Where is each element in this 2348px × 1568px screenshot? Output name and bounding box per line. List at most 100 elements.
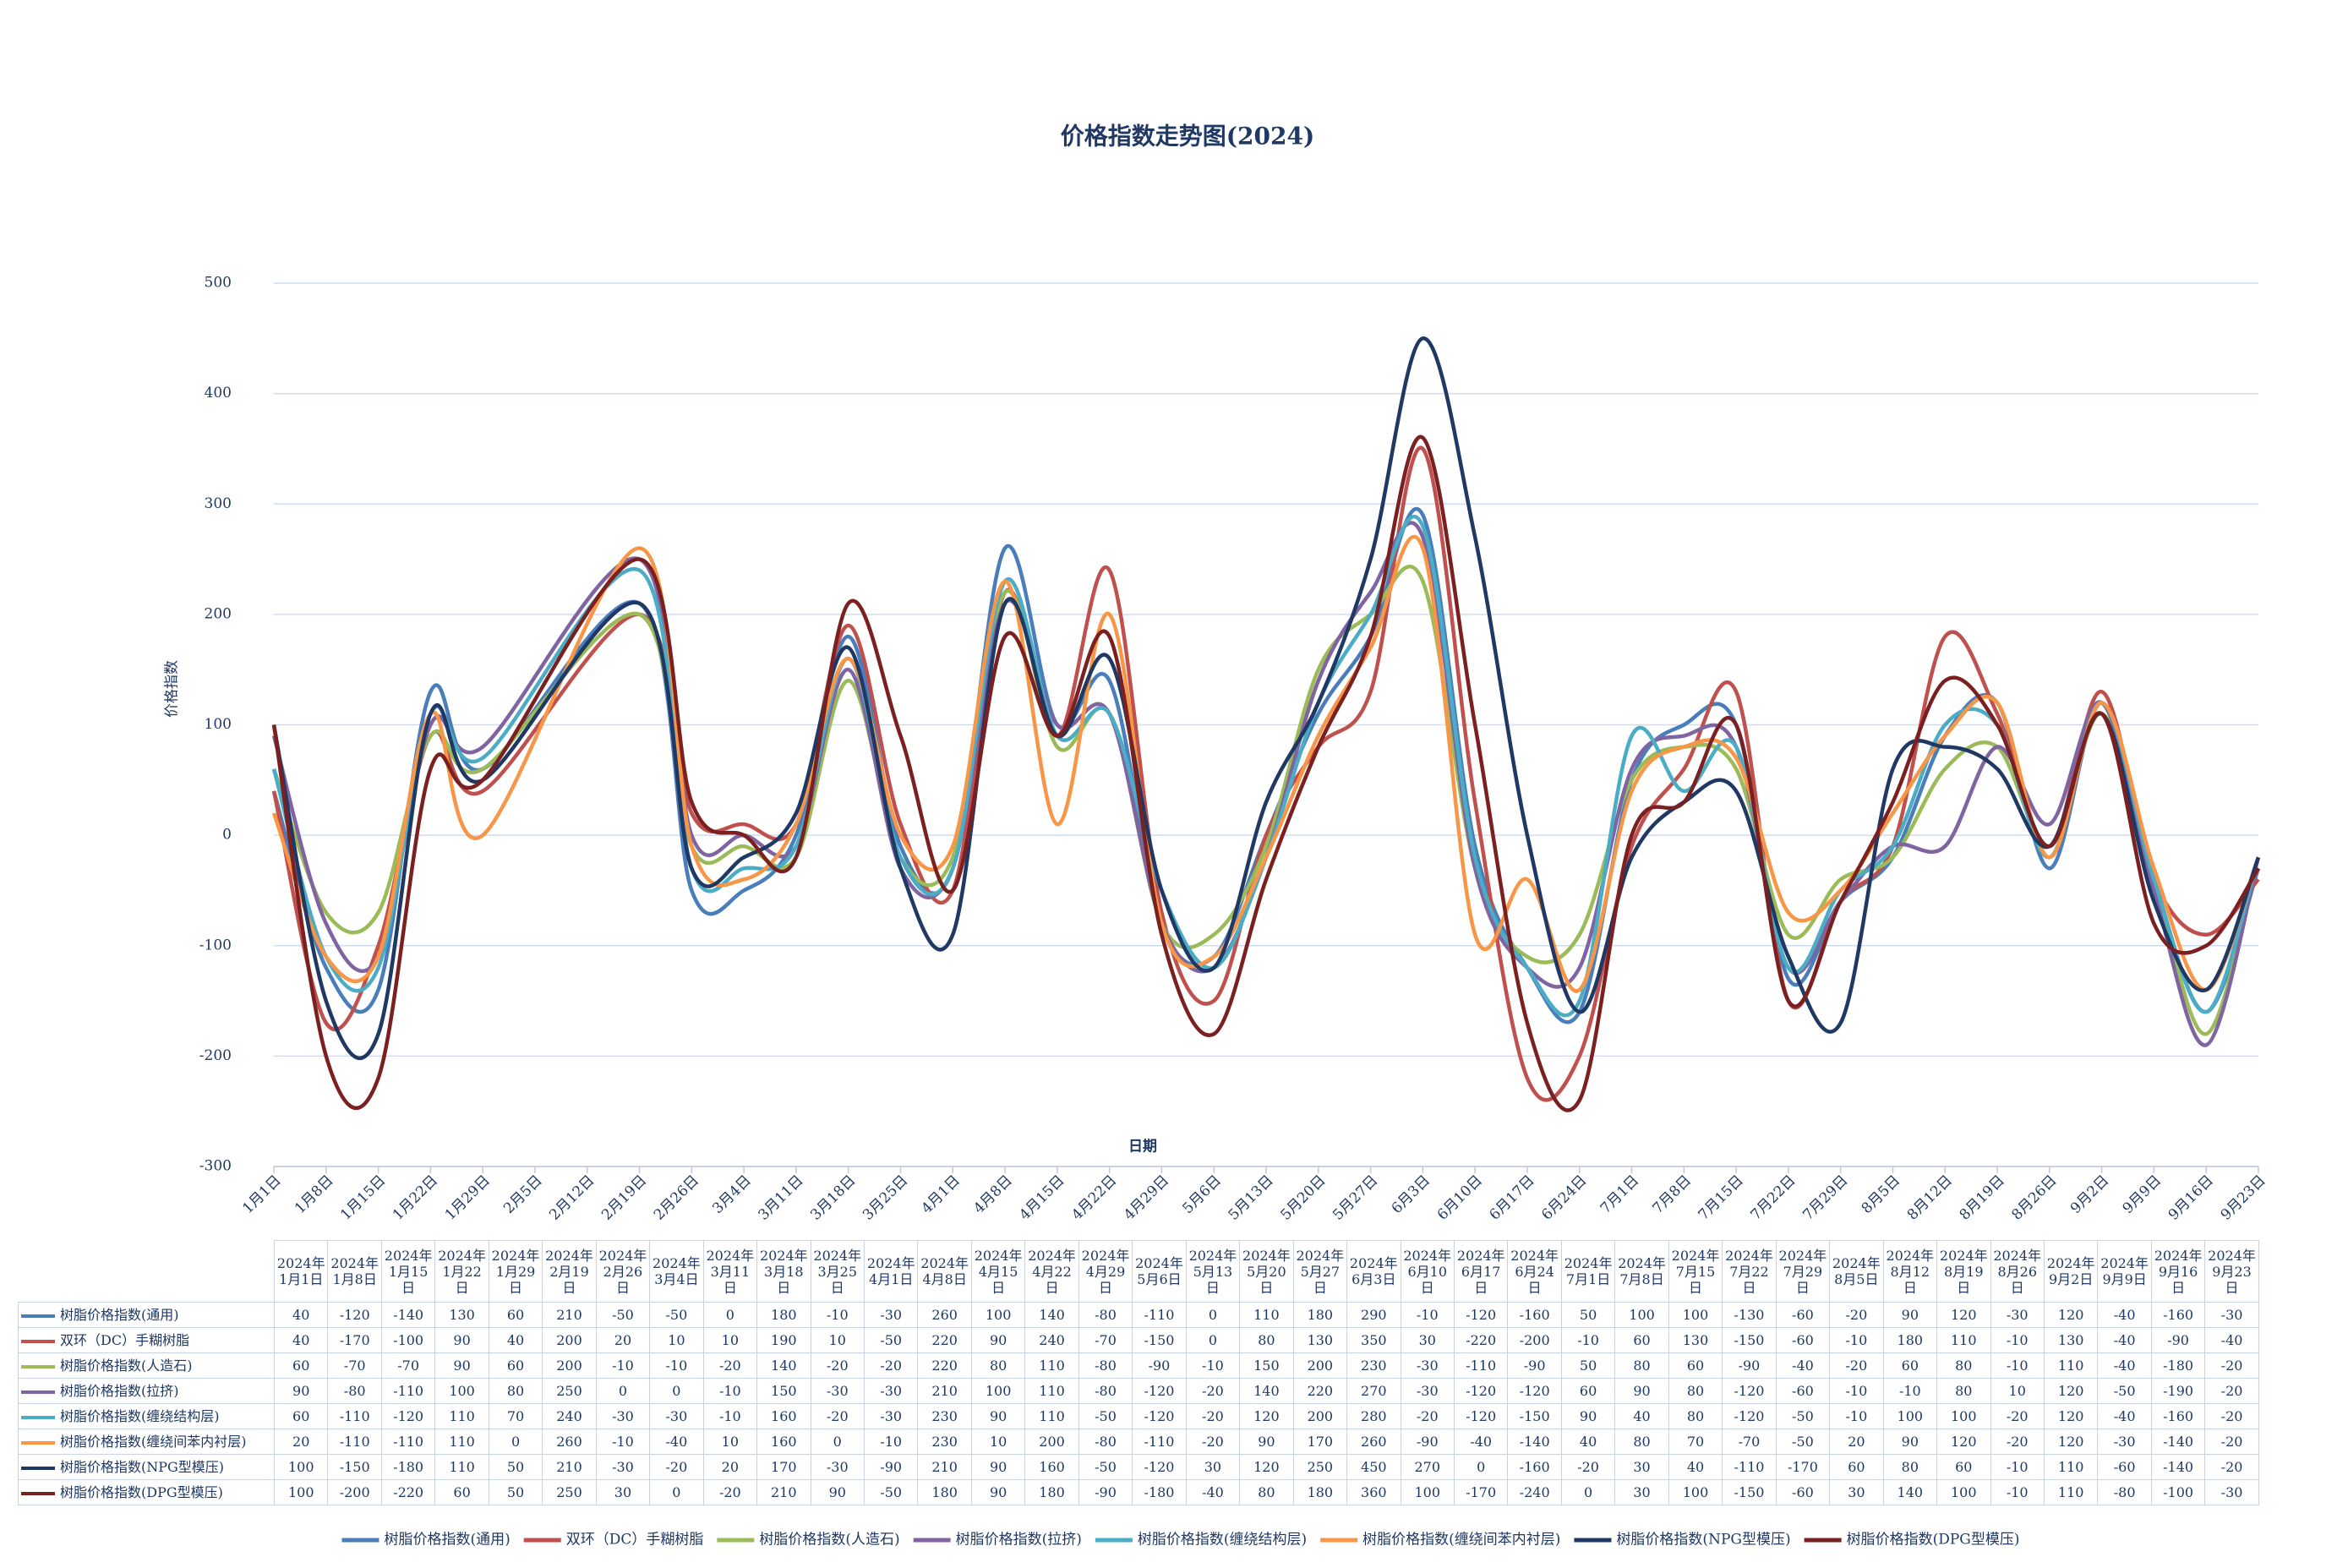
table-cell: -20 (2204, 1403, 2259, 1429)
table-cell: -20 (702, 1479, 758, 1505)
table-cell: 90 (1614, 1378, 1669, 1404)
x-tick-label: 4月8日 (970, 1172, 1015, 1217)
y-tick-label: 300 (205, 495, 232, 512)
table-cell: 90 (1882, 1302, 1938, 1328)
row-label: 树脂价格指数(NPG型模压) (18, 1454, 275, 1480)
table-cell: 90 (970, 1479, 1026, 1505)
x-tick-label: 9月9日 (2120, 1172, 2165, 1217)
header-cell: 2024年4月15日 (970, 1240, 1026, 1303)
x-tick-label: 4月15日 (1016, 1172, 1068, 1224)
table-cell: -80 (1078, 1429, 1133, 1455)
legend-key (21, 1415, 55, 1419)
table-cell: -220 (380, 1479, 436, 1505)
row-label-text: 树脂价格指数(人造石) (60, 1358, 193, 1374)
table-cell: -10 (595, 1352, 651, 1379)
header-cell: 2024年7月22日 (1722, 1240, 1777, 1303)
table-cell: -70 (1722, 1429, 1777, 1455)
table-cell: -30 (810, 1454, 865, 1480)
table-cell: -60 (1775, 1378, 1831, 1404)
table-cell: -50 (649, 1302, 704, 1328)
table-cell: 120 (1239, 1403, 1294, 1429)
table-cell: 60 (1668, 1352, 1723, 1379)
y-tick-label: 200 (205, 605, 232, 622)
table-cell: -120 (1453, 1302, 1509, 1328)
header-cell: 2024年5月13日 (1185, 1240, 1241, 1303)
header-cell: 2024年9月2日 (2043, 1240, 2099, 1303)
table-cell: 40 (1668, 1454, 1723, 1480)
table-cell: 100 (1936, 1403, 1991, 1429)
table-cell: -80 (1078, 1378, 1133, 1404)
header-cell: 2024年7月1日 (1560, 1240, 1616, 1303)
table-cell: 290 (1346, 1302, 1401, 1328)
table-cell: 270 (1346, 1378, 1401, 1404)
table-cell: 210 (756, 1479, 811, 1505)
legend-label: 树脂价格指数(DPG型模压) (1847, 1532, 2020, 1549)
table-cell: -240 (1507, 1479, 1562, 1505)
row-label-text: 树脂价格指数(缠绕间苯内衬层) (60, 1434, 247, 1450)
table-cell: -120 (327, 1302, 382, 1328)
table-cell: -140 (2150, 1454, 2206, 1480)
table-cell: -80 (1078, 1302, 1133, 1328)
x-tick-label: 7月22日 (1747, 1172, 1799, 1224)
table-cell: 230 (917, 1403, 972, 1429)
row-label-text: 树脂价格指数(缠绕结构层) (60, 1408, 220, 1424)
table-row: 树脂价格指数(通用) 40 -120 -140 130 60 210 -50 -50 0 180 -1… (18, 1302, 2259, 1328)
table-cell: 100 (1668, 1302, 1723, 1328)
table-cell: 160 (756, 1403, 811, 1429)
table-cell: -10 (1990, 1327, 2045, 1353)
header-cell: 2024年3月18日 (756, 1240, 811, 1303)
table-cell: -200 (1507, 1327, 1562, 1353)
table-cell: -10 (1990, 1454, 2045, 1480)
table-cell: 80 (1936, 1378, 1991, 1404)
table-cell: 120 (2043, 1378, 2099, 1404)
table-cell: -10 (649, 1352, 704, 1379)
table-cell: -160 (2150, 1403, 2206, 1429)
table-cell: 0 (488, 1429, 543, 1455)
row-label: 树脂价格指数(缠绕结构层) (18, 1403, 275, 1429)
table-cell: -50 (1078, 1454, 1133, 1480)
legend-key (21, 1314, 55, 1318)
table-cell: -60 (2097, 1454, 2152, 1480)
table-cell: -150 (1507, 1403, 1562, 1429)
table-cell: -80 (2097, 1479, 2152, 1505)
table-cell: 50 (488, 1479, 543, 1505)
table-cell: 0 (1185, 1302, 1241, 1328)
x-tick-label: 6月3日 (1389, 1172, 1433, 1217)
table-cell: 0 (1560, 1479, 1616, 1505)
legend-label: 树脂价格指数(NPG型模压) (1616, 1532, 1790, 1549)
table-cell: -60 (1775, 1479, 1831, 1505)
x-tick-label: 3月4日 (709, 1172, 754, 1217)
table-cell: 150 (756, 1378, 811, 1404)
header-cell: 2024年1月1日 (273, 1240, 329, 1303)
table-cell: -120 (380, 1403, 436, 1429)
table-cell: 100 (1882, 1403, 1938, 1429)
table-cell: -60 (1775, 1302, 1831, 1328)
table-cell: -90 (2150, 1327, 2206, 1353)
table-cell: -160 (1507, 1454, 1562, 1480)
table-cell: 260 (1346, 1429, 1401, 1455)
table-cell: -20 (810, 1352, 865, 1379)
table-cell: -20 (649, 1454, 704, 1480)
table-cell: -20 (810, 1403, 865, 1429)
x-tick-label: 9月2日 (2067, 1172, 2112, 1217)
header-cell: 2024年6月17日 (1453, 1240, 1509, 1303)
table-cell: 200 (1024, 1429, 1079, 1455)
table-cell: -20 (1400, 1403, 1455, 1429)
table-cell: 100 (970, 1302, 1026, 1328)
x-tick-label: 3月25日 (860, 1172, 911, 1224)
table-cell: -20 (2204, 1429, 2259, 1455)
table-cell: 270 (1400, 1454, 1455, 1480)
table-cell: -40 (2097, 1352, 2152, 1379)
table-cell: 0 (649, 1378, 704, 1404)
line-series (271, 521, 2261, 1047)
table-cell: 80 (1239, 1327, 1294, 1353)
table-cell: 100 (1668, 1479, 1723, 1505)
table-cell: -40 (2097, 1403, 2152, 1429)
table-cell: 190 (756, 1327, 811, 1353)
table-cell: 60 (1882, 1352, 1938, 1379)
table-cell: 120 (1936, 1429, 1991, 1455)
table-cell: -50 (1775, 1429, 1831, 1455)
table-cell: 230 (1346, 1352, 1401, 1379)
table-cell: -120 (1507, 1378, 1562, 1404)
legend-key (21, 1440, 55, 1445)
